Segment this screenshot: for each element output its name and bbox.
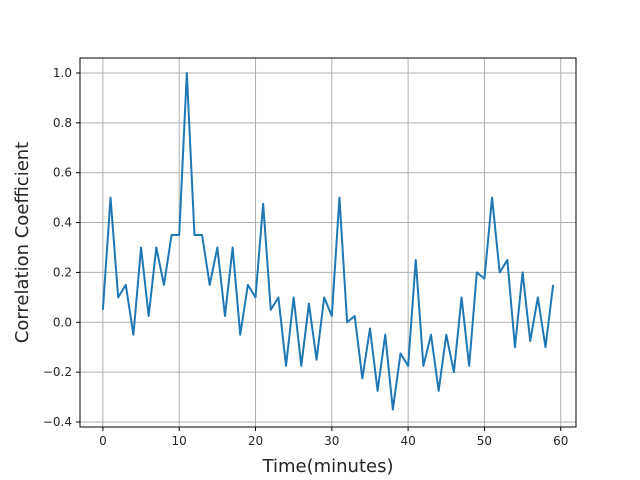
y-axis-label: Correlation Coefficient	[12, 142, 33, 343]
y-tick-label: 1.0	[53, 66, 72, 80]
x-tick-label: 30	[324, 434, 339, 448]
y-tick-label: 0.0	[53, 315, 72, 329]
x-axis-label: Time(minutes)	[262, 456, 394, 477]
x-tick-label: 0	[99, 434, 107, 448]
x-tick-label: 10	[172, 434, 187, 448]
x-tick-label: 40	[400, 434, 415, 448]
x-tick-label: 20	[248, 434, 263, 448]
y-tick-label: 0.6	[53, 166, 72, 180]
x-tick-label: 50	[477, 434, 492, 448]
grid	[80, 58, 576, 427]
series-group	[101, 71, 555, 411]
y-tick-label: 0.2	[53, 265, 72, 279]
x-tick-label: 60	[553, 434, 568, 448]
y-tick-label: −0.4	[43, 415, 72, 429]
series-line	[101, 71, 555, 411]
axis-ticks: 0 10 20 30 40 50 60 −0.4 −0.2 0.0 0.2 0.4 0.6 0.8 1.0	[43, 66, 569, 448]
y-tick-label: 0.8	[53, 116, 72, 130]
y-tick-label: −0.2	[43, 365, 72, 379]
y-tick-label: 0.4	[53, 216, 72, 230]
plot-frame	[79, 57, 577, 428]
